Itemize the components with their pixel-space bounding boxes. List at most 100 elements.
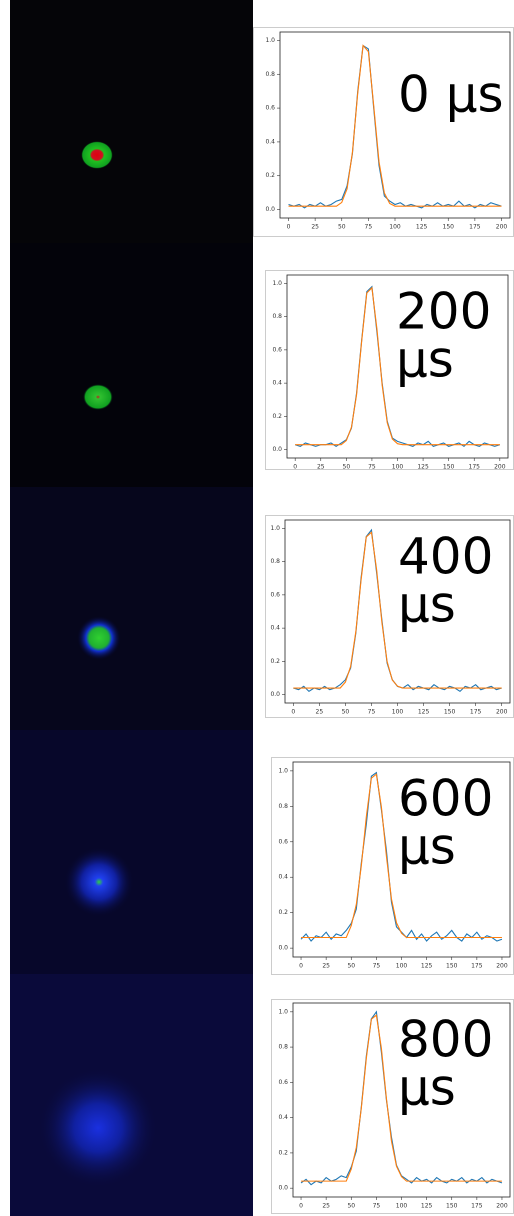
- spot-image: [10, 243, 253, 487]
- x-tick-label: 75: [365, 224, 373, 231]
- series-line: [295, 286, 500, 446]
- series-line: [288, 44, 502, 207]
- spot: [81, 141, 113, 169]
- series-line: [293, 531, 502, 689]
- spot-image: [10, 730, 253, 974]
- spot: [38, 1068, 158, 1188]
- y-tick-label: 1.0: [265, 37, 275, 44]
- chart-frame: [253, 27, 514, 237]
- x-tick-label: 200: [496, 224, 508, 231]
- x-tick-label: 150: [443, 464, 455, 471]
- chart-frame: [271, 757, 514, 975]
- time-label: µs: [396, 331, 454, 389]
- chart-frame: [271, 999, 514, 1214]
- plot-area: [284, 519, 511, 704]
- x-tick-label: 75: [373, 1203, 381, 1210]
- x-tick-label: 0: [287, 224, 291, 231]
- plot-area: [292, 1002, 511, 1198]
- y-tick-label: 0.4: [270, 625, 280, 632]
- spot-image: [10, 487, 253, 730]
- y-tick-label: 0.6: [278, 1079, 288, 1086]
- x-tick-label: 50: [347, 963, 355, 970]
- x-tick-label: 150: [444, 709, 456, 716]
- y-tick-label: 0.0: [278, 945, 288, 952]
- x-tick-label: 150: [446, 1203, 458, 1210]
- y-tick-label: 0.2: [270, 658, 280, 665]
- x-tick-label: 150: [446, 963, 458, 970]
- x-tick-label: 200: [496, 963, 508, 970]
- spot-image: [10, 0, 253, 243]
- x-tick-label: 75: [373, 963, 381, 970]
- time-label: 200: [396, 283, 491, 341]
- y-tick-label: 1.0: [278, 767, 288, 774]
- plot-area: [286, 274, 509, 459]
- y-tick-label: 0.8: [272, 313, 282, 320]
- x-tick-label: 200: [496, 709, 508, 716]
- x-tick-label: 200: [496, 1203, 508, 1210]
- y-tick-label: 1.0: [278, 1008, 288, 1015]
- y-tick-label: 0.2: [278, 1149, 288, 1156]
- x-tick-label: 125: [421, 1203, 433, 1210]
- spot-images: [10, 0, 253, 1216]
- y-tick-label: 0.6: [278, 838, 288, 845]
- y-tick-label: 0.8: [278, 803, 288, 810]
- x-tick-label: 175: [469, 464, 481, 471]
- x-tick-label: 125: [417, 464, 429, 471]
- plot-area: [279, 31, 511, 219]
- time-label: 600: [398, 770, 493, 828]
- y-tick-label: 0.8: [265, 71, 275, 78]
- y-tick-label: 0.0: [270, 691, 280, 698]
- x-tick-label: 0: [299, 963, 303, 970]
- x-tick-label: 100: [392, 709, 404, 716]
- x-tick-label: 100: [396, 963, 408, 970]
- x-tick-label: 25: [311, 224, 319, 231]
- y-tick-label: 0.2: [278, 909, 288, 916]
- y-tick-label: 1.0: [272, 280, 282, 287]
- time-label: µs: [398, 1059, 456, 1117]
- chart-frame: [265, 270, 514, 470]
- time-label: 400: [398, 528, 493, 586]
- y-tick-label: 0.6: [265, 105, 275, 112]
- y-tick-label: 0.6: [270, 591, 280, 598]
- y-tick-label: 0.0: [278, 1185, 288, 1192]
- time-label: 800: [398, 1011, 493, 1069]
- y-tick-label: 0.4: [265, 138, 275, 145]
- x-tick-label: 125: [416, 224, 428, 231]
- x-tick-label: 100: [389, 224, 401, 231]
- spot: [64, 847, 134, 917]
- x-tick-label: 25: [322, 963, 330, 970]
- x-tick-label: 175: [470, 709, 482, 716]
- spot: [77, 616, 121, 660]
- series-line: [301, 773, 502, 939]
- plot-area: [292, 761, 511, 958]
- series-line: [301, 1014, 502, 1182]
- x-tick-label: 125: [418, 709, 430, 716]
- x-tick-label: 50: [343, 464, 351, 471]
- x-tick-label: 50: [347, 1203, 355, 1210]
- x-tick-label: 25: [317, 464, 325, 471]
- y-tick-label: 0.4: [278, 874, 288, 881]
- x-tick-label: 75: [368, 709, 376, 716]
- x-tick-label: 0: [291, 709, 295, 716]
- y-tick-label: 1.0: [270, 525, 280, 532]
- x-tick-label: 0: [299, 1203, 303, 1210]
- x-tick-label: 50: [338, 224, 346, 231]
- x-tick-label: 25: [316, 709, 324, 716]
- x-tick-label: 200: [494, 464, 506, 471]
- y-tick-label: 0.0: [265, 206, 275, 213]
- y-tick-label: 0.4: [272, 380, 282, 387]
- series-line: [288, 44, 502, 209]
- time-label: 0 µs: [398, 66, 504, 124]
- x-tick-label: 175: [469, 224, 481, 231]
- y-tick-label: 0.8: [278, 1044, 288, 1051]
- x-tick-label: 150: [443, 224, 455, 231]
- x-tick-label: 50: [342, 709, 350, 716]
- y-tick-label: 0.2: [265, 172, 275, 179]
- x-tick-label: 175: [471, 963, 483, 970]
- y-tick-label: 0.8: [270, 558, 280, 565]
- x-tick-label: 0: [293, 464, 297, 471]
- x-tick-label: 125: [421, 963, 433, 970]
- time-label: µs: [398, 576, 456, 634]
